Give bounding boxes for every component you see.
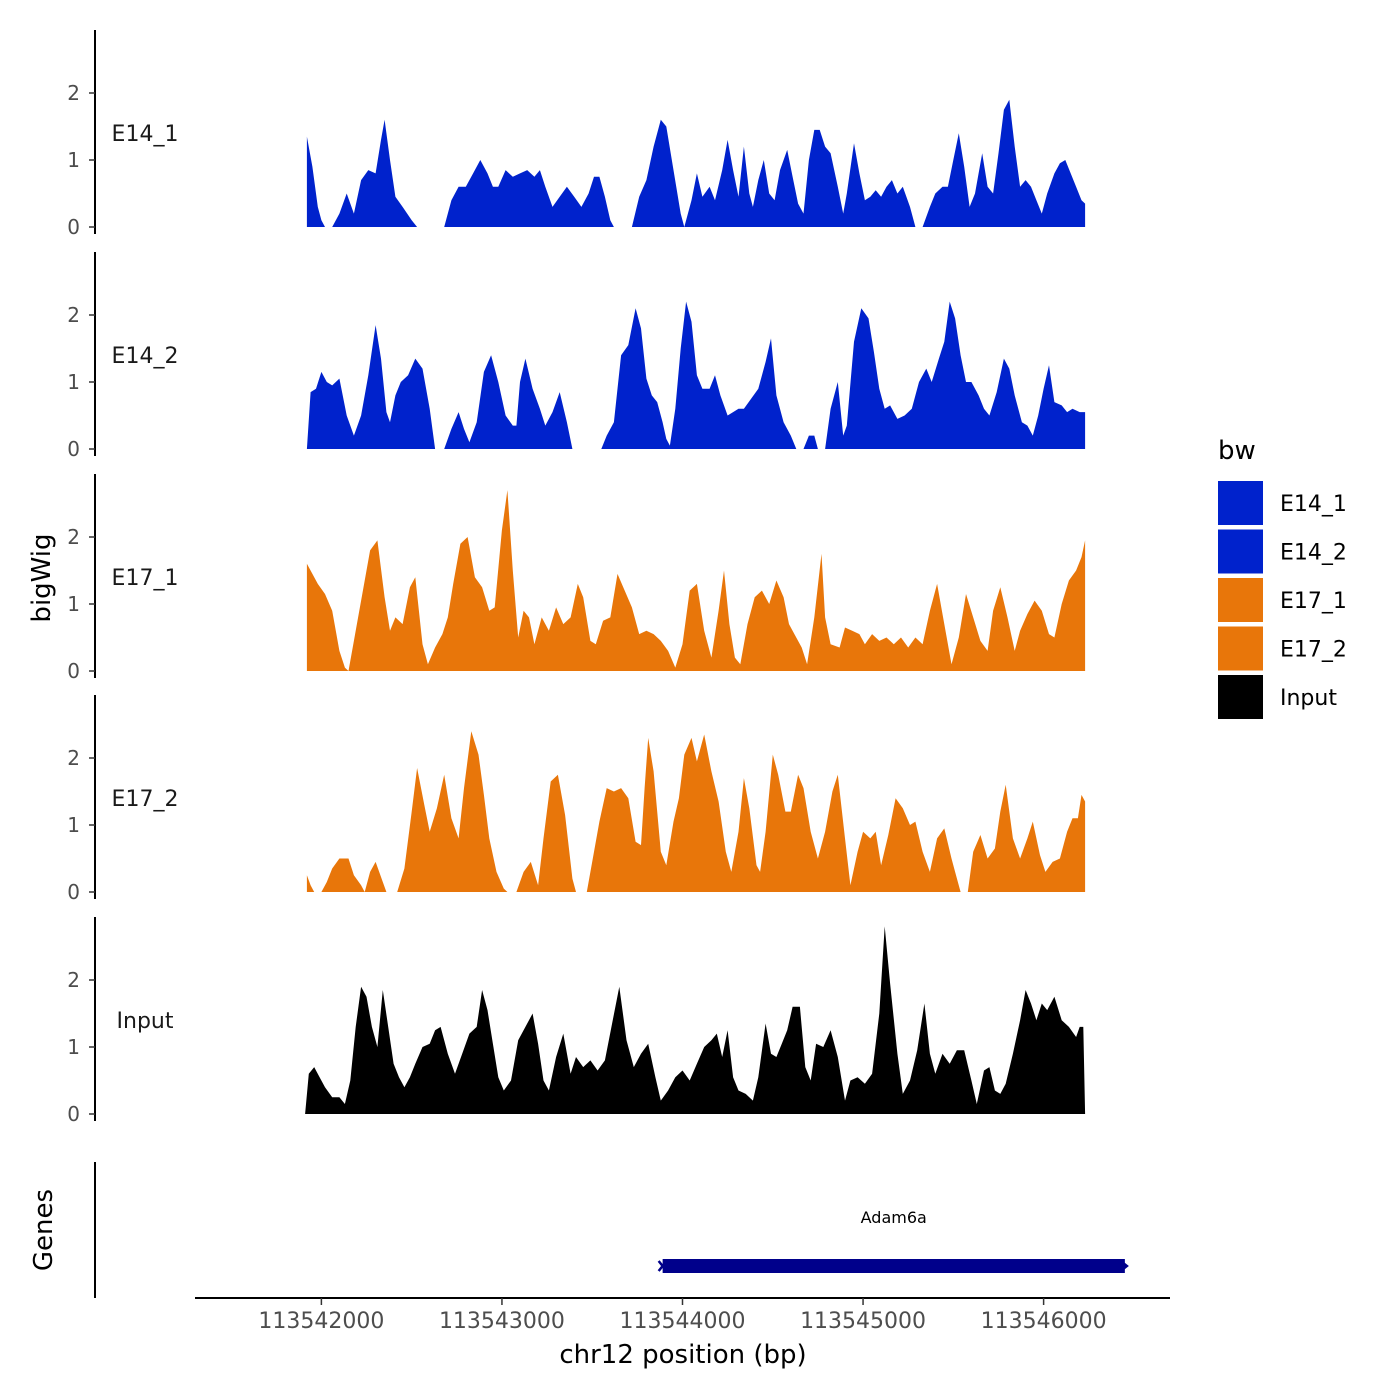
x-axis-title: chr12 position (bp) [559, 1340, 806, 1370]
track-e17_2: 0 1 2 E17_2 [67, 695, 1086, 904]
y-tick-label: 0 [67, 1102, 80, 1126]
gene-adam6a: Adam6a [657, 1208, 1129, 1273]
legend-label: Input [1280, 686, 1337, 711]
gene-label: Adam6a [861, 1208, 927, 1227]
genes-label: Genes [29, 1189, 59, 1271]
x-tick-label: 113545000 [800, 1309, 926, 1334]
track-e17_1: 0 1 2 E17_1 [67, 474, 1086, 683]
coverage-area-e14_1 [306, 99, 1086, 227]
y-tick-label: 1 [67, 148, 80, 172]
y-tick-label: 1 [67, 592, 80, 616]
y-tick-label: 1 [67, 813, 80, 837]
y-tick-label: 0 [67, 880, 80, 904]
x-tick-label: 113544000 [620, 1309, 746, 1334]
y-tick-label: 1 [67, 1035, 80, 1059]
legend-key-e17_1 [1218, 578, 1263, 622]
track-input: 0 1 2 Input [67, 917, 1086, 1126]
track-label: E17_1 [112, 566, 179, 591]
y-tick-label: 0 [67, 437, 80, 461]
y-tick-label: 2 [67, 303, 80, 327]
track-label: Input [117, 1009, 174, 1034]
legend-label: E14_2 [1280, 541, 1347, 566]
legend-label: E14_1 [1280, 492, 1347, 517]
x-tick-label: 113546000 [981, 1309, 1107, 1334]
track-e14_1: 0 1 2 E14_1 [67, 30, 1086, 239]
coverage-area-e14_2 [306, 301, 1086, 449]
coverage-area-e17_1 [306, 490, 1086, 671]
y-tick-label: 0 [67, 659, 80, 683]
y-axis-title: bigWig [27, 533, 57, 622]
track-label: E17_2 [112, 787, 179, 812]
gene-strand-marker [657, 1260, 668, 1272]
genes-panel: Genes Adam6a [29, 1162, 1129, 1298]
legend-label: E17_2 [1280, 638, 1347, 663]
gene-body [662, 1259, 1125, 1273]
x-tick-label: 113542000 [258, 1309, 384, 1334]
coverage-area-input [305, 926, 1086, 1114]
legend-items: E14_1 E14_2 E17_1 E17_2 Input [1218, 481, 1347, 719]
legend-title: bw [1218, 436, 1256, 466]
legend-key-e14_1 [1218, 481, 1263, 525]
legend-key-input [1218, 675, 1263, 719]
y-tick-label: 1 [67, 370, 80, 394]
coverage-area-e17_2 [306, 731, 1086, 892]
x-ticks: 113542000 113543000 113544000 113545000 1135… [258, 1298, 1107, 1334]
track-e14_2: 0 1 2 E14_2 [67, 252, 1086, 461]
y-tick-label: 2 [67, 81, 80, 105]
gene-models: Adam6a [657, 1208, 1129, 1273]
legend: bw E14_1 E14_2 E17_1 E17_2 Input [1218, 436, 1347, 719]
x-axis: 113542000 113543000 113544000 113545000 1135… [195, 1297, 1170, 1370]
y-tick-label: 0 [67, 215, 80, 239]
y-tick-label: 2 [67, 746, 80, 770]
legend-key-e17_2 [1218, 626, 1263, 671]
coverage-tracks: 0 1 2 E14_1 0 1 2 E14_2 0 1 2 E17_1 0 1 2 E17_2 0 1 2 Input [67, 30, 1086, 1126]
track-label: E14_2 [112, 344, 179, 369]
track-label: E14_1 [112, 122, 179, 147]
y-tick-label: 2 [67, 525, 80, 549]
x-tick-label: 113543000 [439, 1309, 565, 1334]
legend-label: E17_1 [1280, 589, 1347, 614]
y-tick-label: 2 [67, 968, 80, 992]
gene-end-marker [1123, 1262, 1129, 1270]
legend-key-e14_2 [1218, 529, 1263, 574]
